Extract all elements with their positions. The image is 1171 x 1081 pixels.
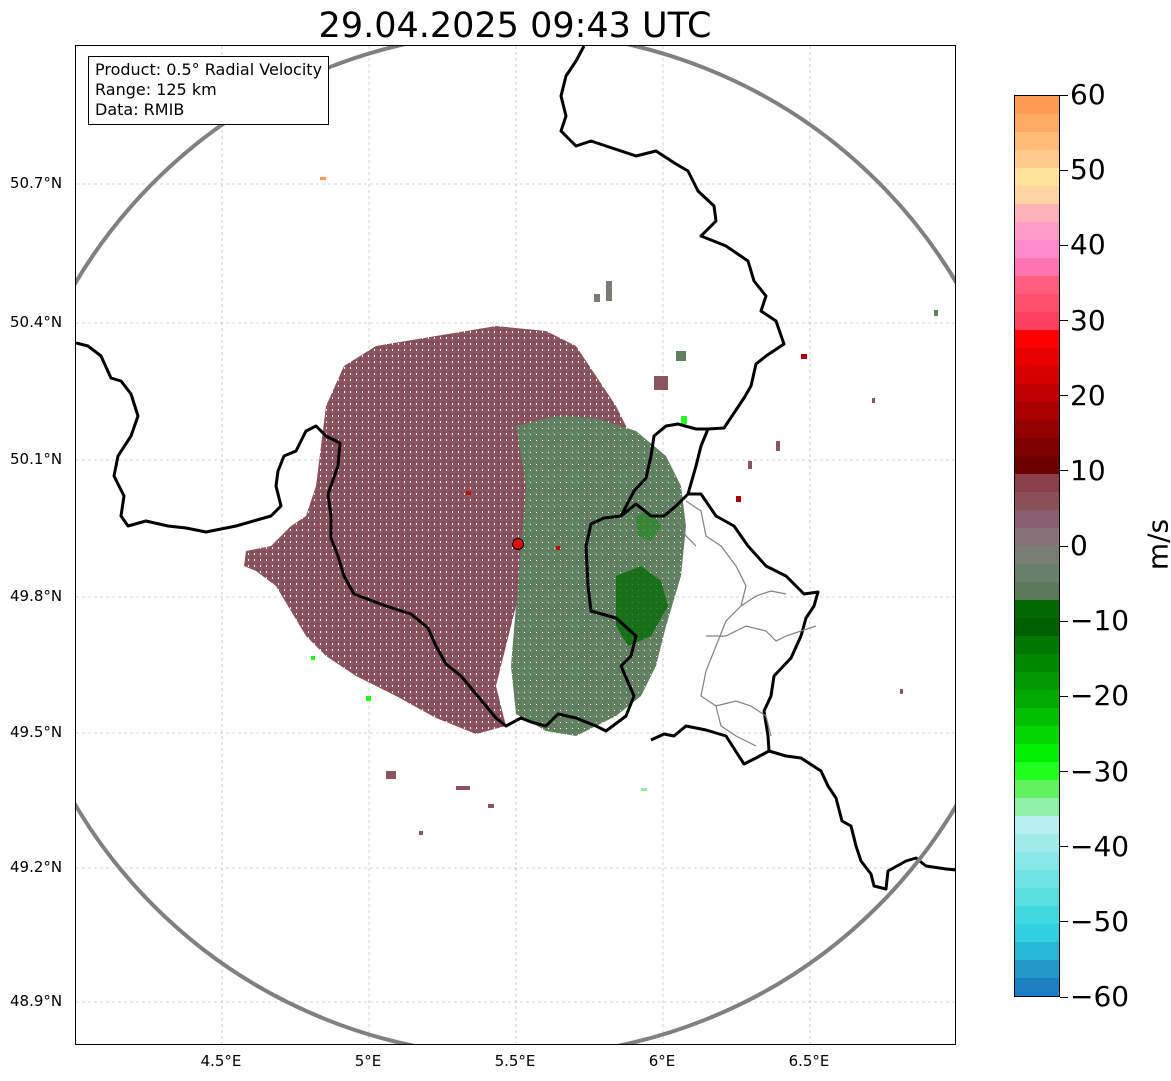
colorbar-tick xyxy=(1060,320,1068,321)
colorbar-tick-label: −60 xyxy=(1070,980,1130,1013)
lat-label: 49.5°N xyxy=(10,723,63,741)
colorbar-tick xyxy=(1060,94,1068,96)
colorbar-tick-label: 40 xyxy=(1070,228,1106,262)
colorbar-tick xyxy=(1060,395,1068,397)
admin-borders xyxy=(675,500,817,747)
colorbar-tick xyxy=(1060,620,1068,622)
colorbar-tick xyxy=(1060,470,1068,472)
lon-label: 5°E xyxy=(354,1052,382,1070)
colorbar-tick-label: 0 xyxy=(1070,529,1088,562)
colorbar-tick-label: 10 xyxy=(1070,453,1106,487)
radar-map[interactable] xyxy=(75,45,956,1045)
colorbar-tick xyxy=(1060,545,1068,547)
colorbar-tick-label: 60 xyxy=(1070,78,1106,111)
lat-label: 50.4°N xyxy=(10,313,63,331)
colorbar-tick xyxy=(1060,921,1068,923)
colorbar-tick-label: −20 xyxy=(1070,679,1130,713)
lon-label: 5.5°E xyxy=(494,1052,536,1070)
colorbar-tick-label: −30 xyxy=(1070,754,1130,788)
colorbar-tick xyxy=(1060,996,1068,998)
lat-label: 50.7°N xyxy=(10,174,63,192)
velocity-colorbar xyxy=(1014,95,1060,997)
colorbar-tick xyxy=(1060,244,1068,246)
lon-label: 6°E xyxy=(648,1052,676,1070)
map-title: 29.04.2025 09:43 UTC xyxy=(318,6,712,46)
inbound-echo-region xyxy=(511,416,686,736)
lon-label: 6.5°E xyxy=(788,1052,830,1070)
colorbar-unit-label: m/s xyxy=(1141,518,1171,571)
colorbar-tick-label: −50 xyxy=(1070,904,1130,938)
colorbar-tick xyxy=(1060,695,1068,697)
colorbar-tick-label: −10 xyxy=(1070,604,1130,638)
colorbar-tick xyxy=(1060,771,1068,772)
lat-label: 50.1°N xyxy=(10,450,63,468)
lat-label: 49.8°N xyxy=(10,587,63,605)
colorbar-tick-label: 50 xyxy=(1070,153,1106,187)
range-label: Range: 125 km xyxy=(95,80,217,99)
colorbar-tick-label: 30 xyxy=(1070,303,1106,337)
lat-label: 48.9°N xyxy=(10,992,63,1010)
data-source-label: Data: RMIB xyxy=(95,100,185,119)
colorbar-tick xyxy=(1060,846,1068,848)
lat-label: 49.2°N xyxy=(10,858,63,876)
radar-site-marker xyxy=(512,538,524,550)
scattered-echoes xyxy=(311,177,938,835)
colorbar-tick xyxy=(1060,169,1068,171)
colorbar-tick-label: −40 xyxy=(1070,829,1130,863)
colorbar-tick-label: 20 xyxy=(1070,378,1106,412)
country-borders xyxy=(76,46,955,891)
map-canvas xyxy=(76,46,955,1044)
product-label: Product: 0.5° Radial Velocity xyxy=(95,60,323,79)
lon-label: 4.5°E xyxy=(200,1052,242,1070)
product-info-box: Product: 0.5° Radial Velocity Range: 125… xyxy=(88,56,330,125)
